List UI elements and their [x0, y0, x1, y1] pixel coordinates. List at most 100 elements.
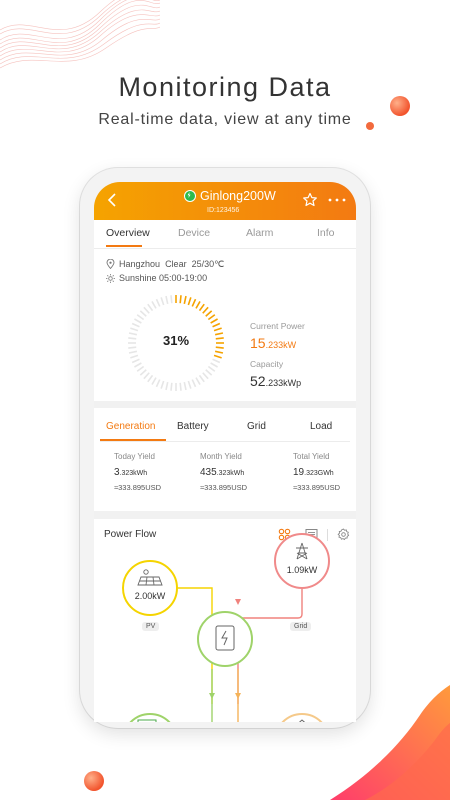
weather-info: Hangzhou Clear 25/30℃ Sunshine 05:00-19:… [106, 257, 224, 285]
decorative-orb [84, 771, 104, 791]
arrow-down-icon [235, 599, 241, 605]
gauge-tick [128, 350, 138, 354]
app-screen: Ginlong200W ID:123456 Overview Device Al… [94, 182, 356, 722]
today-yield: Today Yield 3.323kWh ≈333.895USD [114, 452, 162, 492]
tabs-baseline [100, 441, 350, 442]
gauge-tick [210, 362, 218, 368]
gauge-tick [147, 303, 154, 312]
inverter-icon [215, 625, 235, 651]
more-icon[interactable] [328, 198, 346, 202]
grid-power-value: 1.09kW [286, 565, 318, 575]
gauge-tick [136, 314, 145, 321]
online-status-icon [184, 190, 196, 202]
pv-label: PV [142, 622, 160, 631]
pv-node [122, 560, 178, 616]
solar-panel-icon [137, 569, 163, 586]
gauge-tick [165, 295, 169, 305]
settings-icon[interactable] [337, 528, 350, 541]
gauge-tick [151, 301, 157, 309]
arrow-down-icon [235, 693, 241, 699]
phone-mockup: Ginlong200W ID:123456 Overview Device Al… [80, 168, 370, 728]
power-gauge [128, 295, 224, 391]
gauge-tick-active [214, 350, 224, 354]
grid-node [274, 533, 330, 589]
month-yield: Month Yield 435.323kWh ≈333.895USD [200, 452, 248, 492]
tab-battery[interactable]: Battery [177, 421, 209, 432]
gauge-tick [160, 297, 165, 306]
gauge-tick [212, 358, 221, 364]
gauge-tick [131, 322, 140, 328]
capacity-value: 52.233kWp [250, 373, 302, 389]
promo-subtitle: Real-time data, view at any time [98, 111, 352, 128]
gauge-tick [128, 346, 137, 349]
gauge-tick [202, 372, 209, 380]
tab-device[interactable]: Device [178, 227, 211, 239]
tab-grid[interactable]: Grid [247, 421, 266, 432]
gauge-tick [155, 379, 161, 388]
gauge-tick [151, 377, 157, 385]
app-header: Ginlong200W ID:123456 [94, 182, 356, 220]
gauge-percent: 31% [162, 333, 190, 348]
gauge-tick-active [205, 310, 213, 317]
tab-generation[interactable]: Generation [106, 421, 156, 432]
gauge-tick-active [195, 301, 201, 309]
promo-title: Monitoring Data [118, 72, 332, 102]
tab-overview[interactable]: Overview [106, 227, 150, 239]
gauge-tick [165, 381, 169, 391]
active-tab-indicator [106, 245, 142, 247]
gauge-tick-active [213, 354, 222, 359]
gauge-tick [143, 306, 150, 314]
gauge-tick-active [191, 298, 197, 307]
gauge-tick [160, 380, 165, 389]
location-text: Hangzhou [119, 259, 161, 269]
gauge-tick-active [212, 322, 221, 328]
capacity-label: Capacity [250, 359, 284, 369]
decorative-wave-lines [0, 0, 160, 69]
current-power-value: 15.233kW [250, 335, 297, 351]
gauge-tick-active [183, 295, 187, 305]
location-pin-icon [106, 259, 115, 269]
gauge-tick [130, 354, 139, 359]
battery-node [129, 713, 171, 722]
gauge-tick [183, 381, 187, 391]
gauge-tick [170, 382, 173, 391]
pv-flow-line [178, 587, 213, 704]
gauge-tick [131, 358, 140, 364]
overview-card: Hangzhou Clear 25/30℃ Sunshine 05:00-19:… [94, 249, 356, 401]
gauge-tick [155, 298, 161, 307]
gauge-tick [195, 377, 201, 385]
tab-info[interactable]: Info [317, 227, 335, 239]
power-flow-diagram [122, 533, 330, 722]
icon-separator [327, 529, 328, 541]
gauge-tick [187, 380, 192, 389]
gauge-tick [205, 369, 213, 376]
generation-card: Generation Battery Grid Load Today Yield… [94, 408, 356, 511]
gauge-tick-active [214, 332, 224, 336]
gauge-tick-active [213, 327, 222, 332]
total-yield: Total Yield 19.323GWh ≈333.895USD [293, 452, 341, 492]
temperature-text: 25/30℃ [191, 259, 225, 269]
load-node [281, 713, 323, 722]
gauge-tick-active [187, 297, 192, 306]
gauge-tick-active [198, 303, 205, 312]
gauge-tick-active [215, 346, 224, 349]
gauge-tick [139, 310, 147, 317]
gauge-tick [128, 337, 137, 340]
gauge-tick [179, 382, 182, 391]
gauge-tick-active [202, 306, 209, 314]
gauge-tick [207, 365, 216, 372]
decorative-corner-wave [330, 685, 450, 800]
gauge-tick-active [210, 318, 218, 324]
gauge-tick [191, 379, 197, 388]
chevron-left-icon[interactable] [104, 191, 122, 209]
power-flow-card: Power Flow [94, 519, 356, 722]
gauge-tick [128, 332, 138, 336]
current-power-label: Current Power [250, 321, 305, 331]
decorative-dot [366, 122, 374, 130]
tab-load[interactable]: Load [310, 421, 333, 432]
sunshine-text: Sunshine 05:00-19:00 [119, 273, 208, 283]
pv-power-value: 2.00kW [134, 591, 166, 601]
tab-alarm[interactable]: Alarm [246, 227, 274, 239]
star-icon[interactable] [302, 192, 318, 208]
section-divider [94, 401, 356, 408]
